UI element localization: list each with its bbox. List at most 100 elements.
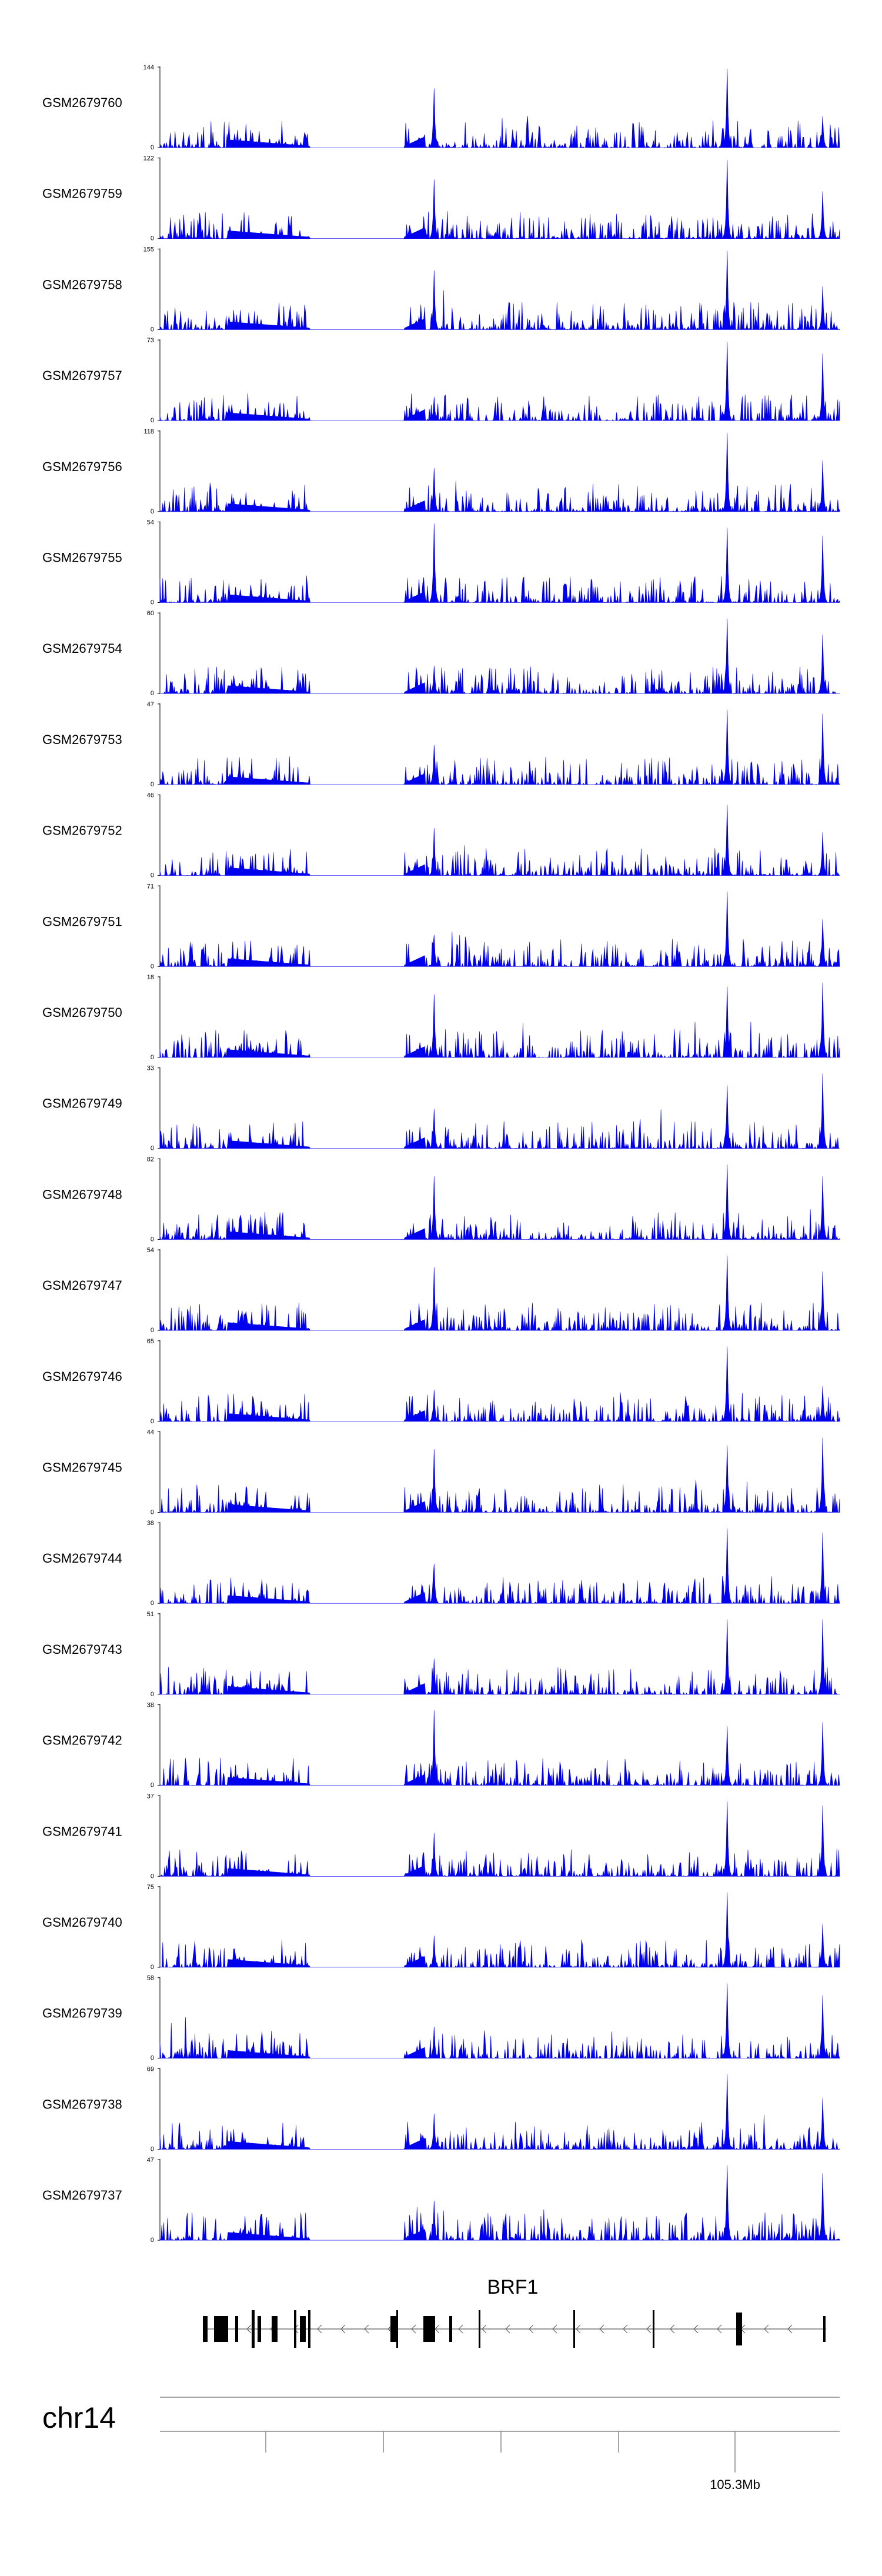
coverage-area (159, 1801, 840, 1877)
exon (449, 2316, 452, 2342)
y-min-label: 0 (151, 1600, 154, 1607)
strand-arrow (717, 2324, 722, 2334)
coverage-area (159, 1892, 840, 1968)
track-GSM2679747: GSM2679747 54 0 (42, 1247, 840, 1334)
track-GSM2679759: GSM2679759 122 0 (42, 155, 840, 242)
y-min-label: 0 (151, 963, 154, 970)
axis-tick-label: 105.3Mb (710, 2477, 760, 2492)
exon (252, 2310, 255, 2348)
y-max-label: 54 (147, 519, 154, 526)
exon (479, 2310, 480, 2348)
coverage-area (159, 1255, 840, 1332)
coverage-area (159, 1528, 840, 1604)
track-GSM2679740: GSM2679740 75 0 (42, 1884, 840, 1971)
y-min-label: 0 (151, 690, 154, 697)
track-label: GSM2679751 (42, 914, 122, 929)
y-max-label: 44 (147, 1429, 154, 1436)
genome-axis: chr14 105.3Mb (42, 2397, 840, 2492)
track-label: GSM2679755 (42, 550, 122, 565)
y-min-label: 0 (151, 1236, 154, 1243)
track-GSM2679737: GSM2679737 47 0 (42, 2157, 840, 2244)
y-min-label: 0 (151, 144, 154, 151)
exon (258, 2316, 261, 2342)
y-max-label: 47 (147, 701, 154, 708)
y-max-label: 46 (147, 792, 154, 799)
track-label: GSM2679754 (42, 641, 122, 656)
coverage-area (159, 1164, 840, 1240)
y-min-label: 0 (151, 1782, 154, 1789)
y-max-label: 37 (147, 1793, 154, 1800)
track-GSM2679752: GSM2679752 46 0 (42, 792, 840, 879)
track-GSM2679745: GSM2679745 44 0 (42, 1429, 840, 1516)
y-max-label: 51 (147, 1611, 154, 1618)
strand-arrow (764, 2324, 769, 2334)
coverage-area (159, 618, 840, 695)
strand-arrow (693, 2324, 699, 2334)
track-label: GSM2679743 (42, 1642, 122, 1657)
y-max-label: 118 (143, 428, 154, 435)
track-GSM2679741: GSM2679741 37 0 (42, 1793, 840, 1880)
coverage-area (159, 2165, 840, 2241)
strand-arrow (623, 2324, 628, 2334)
y-max-label: 73 (147, 337, 154, 344)
chromosome-label: chr14 (42, 2401, 116, 2434)
exon (214, 2316, 228, 2342)
strand-arrow (505, 2324, 510, 2334)
coverage-area (159, 251, 840, 331)
strand-arrow (646, 2324, 652, 2334)
track-label: GSM2679759 (42, 186, 122, 201)
exon (423, 2316, 435, 2342)
y-min-label: 0 (151, 235, 154, 242)
y-max-label: 58 (147, 1975, 154, 1982)
track-label: GSM2679752 (42, 823, 122, 838)
y-min-label: 0 (151, 326, 154, 333)
gene-track: BRF1 (203, 2276, 826, 2348)
strand-arrow (458, 2324, 463, 2334)
coverage-area (159, 982, 840, 1059)
y-max-label: 33 (147, 1065, 154, 1072)
exon (300, 2316, 306, 2342)
track-GSM2679744: GSM2679744 38 0 (42, 1520, 840, 1607)
y-max-label: 144 (143, 64, 154, 71)
track-GSM2679757: GSM2679757 73 0 (42, 337, 840, 424)
y-min-label: 0 (151, 1509, 154, 1516)
y-min-label: 0 (151, 2237, 154, 2244)
track-label: GSM2679753 (42, 732, 122, 747)
coverage-area (159, 1346, 840, 1422)
track-GSM2679746: GSM2679746 65 0 (42, 1338, 840, 1425)
coverage-area (159, 1710, 840, 1786)
track-label: GSM2679740 (42, 1915, 122, 1930)
track-GSM2679755: GSM2679755 54 0 (42, 519, 840, 606)
exon (203, 2316, 208, 2342)
coverage-area (159, 2074, 840, 2150)
y-max-label: 122 (143, 155, 154, 162)
y-min-label: 0 (151, 2145, 154, 2153)
track-label: GSM2679737 (42, 2188, 122, 2203)
strand-arrow (787, 2324, 793, 2334)
strand-arrow (529, 2324, 534, 2334)
exon (308, 2310, 310, 2348)
exon (235, 2316, 238, 2342)
exon (390, 2316, 397, 2342)
exon (272, 2316, 278, 2342)
coverage-area (159, 523, 840, 603)
y-min-label: 0 (151, 2055, 154, 2062)
gene-name: BRF1 (487, 2276, 539, 2298)
track-label: GSM2679744 (42, 1551, 122, 1566)
exon (573, 2310, 575, 2348)
coverage-area (159, 342, 840, 422)
track-GSM2679758: GSM2679758 155 0 (42, 246, 840, 333)
y-min-label: 0 (151, 599, 154, 606)
strand-arrow (670, 2324, 675, 2334)
strand-arrow (364, 2324, 369, 2334)
track-GSM2679751: GSM2679751 71 0 (42, 883, 840, 970)
coverage-area (159, 709, 840, 786)
track-label: GSM2679747 (42, 1278, 122, 1293)
track-label: GSM2679757 (42, 368, 122, 383)
strand-arrow (246, 2324, 252, 2334)
y-max-label: 38 (147, 1520, 154, 1527)
coverage-area (159, 891, 840, 967)
y-max-label: 60 (147, 610, 154, 617)
coverage-area (159, 68, 840, 149)
